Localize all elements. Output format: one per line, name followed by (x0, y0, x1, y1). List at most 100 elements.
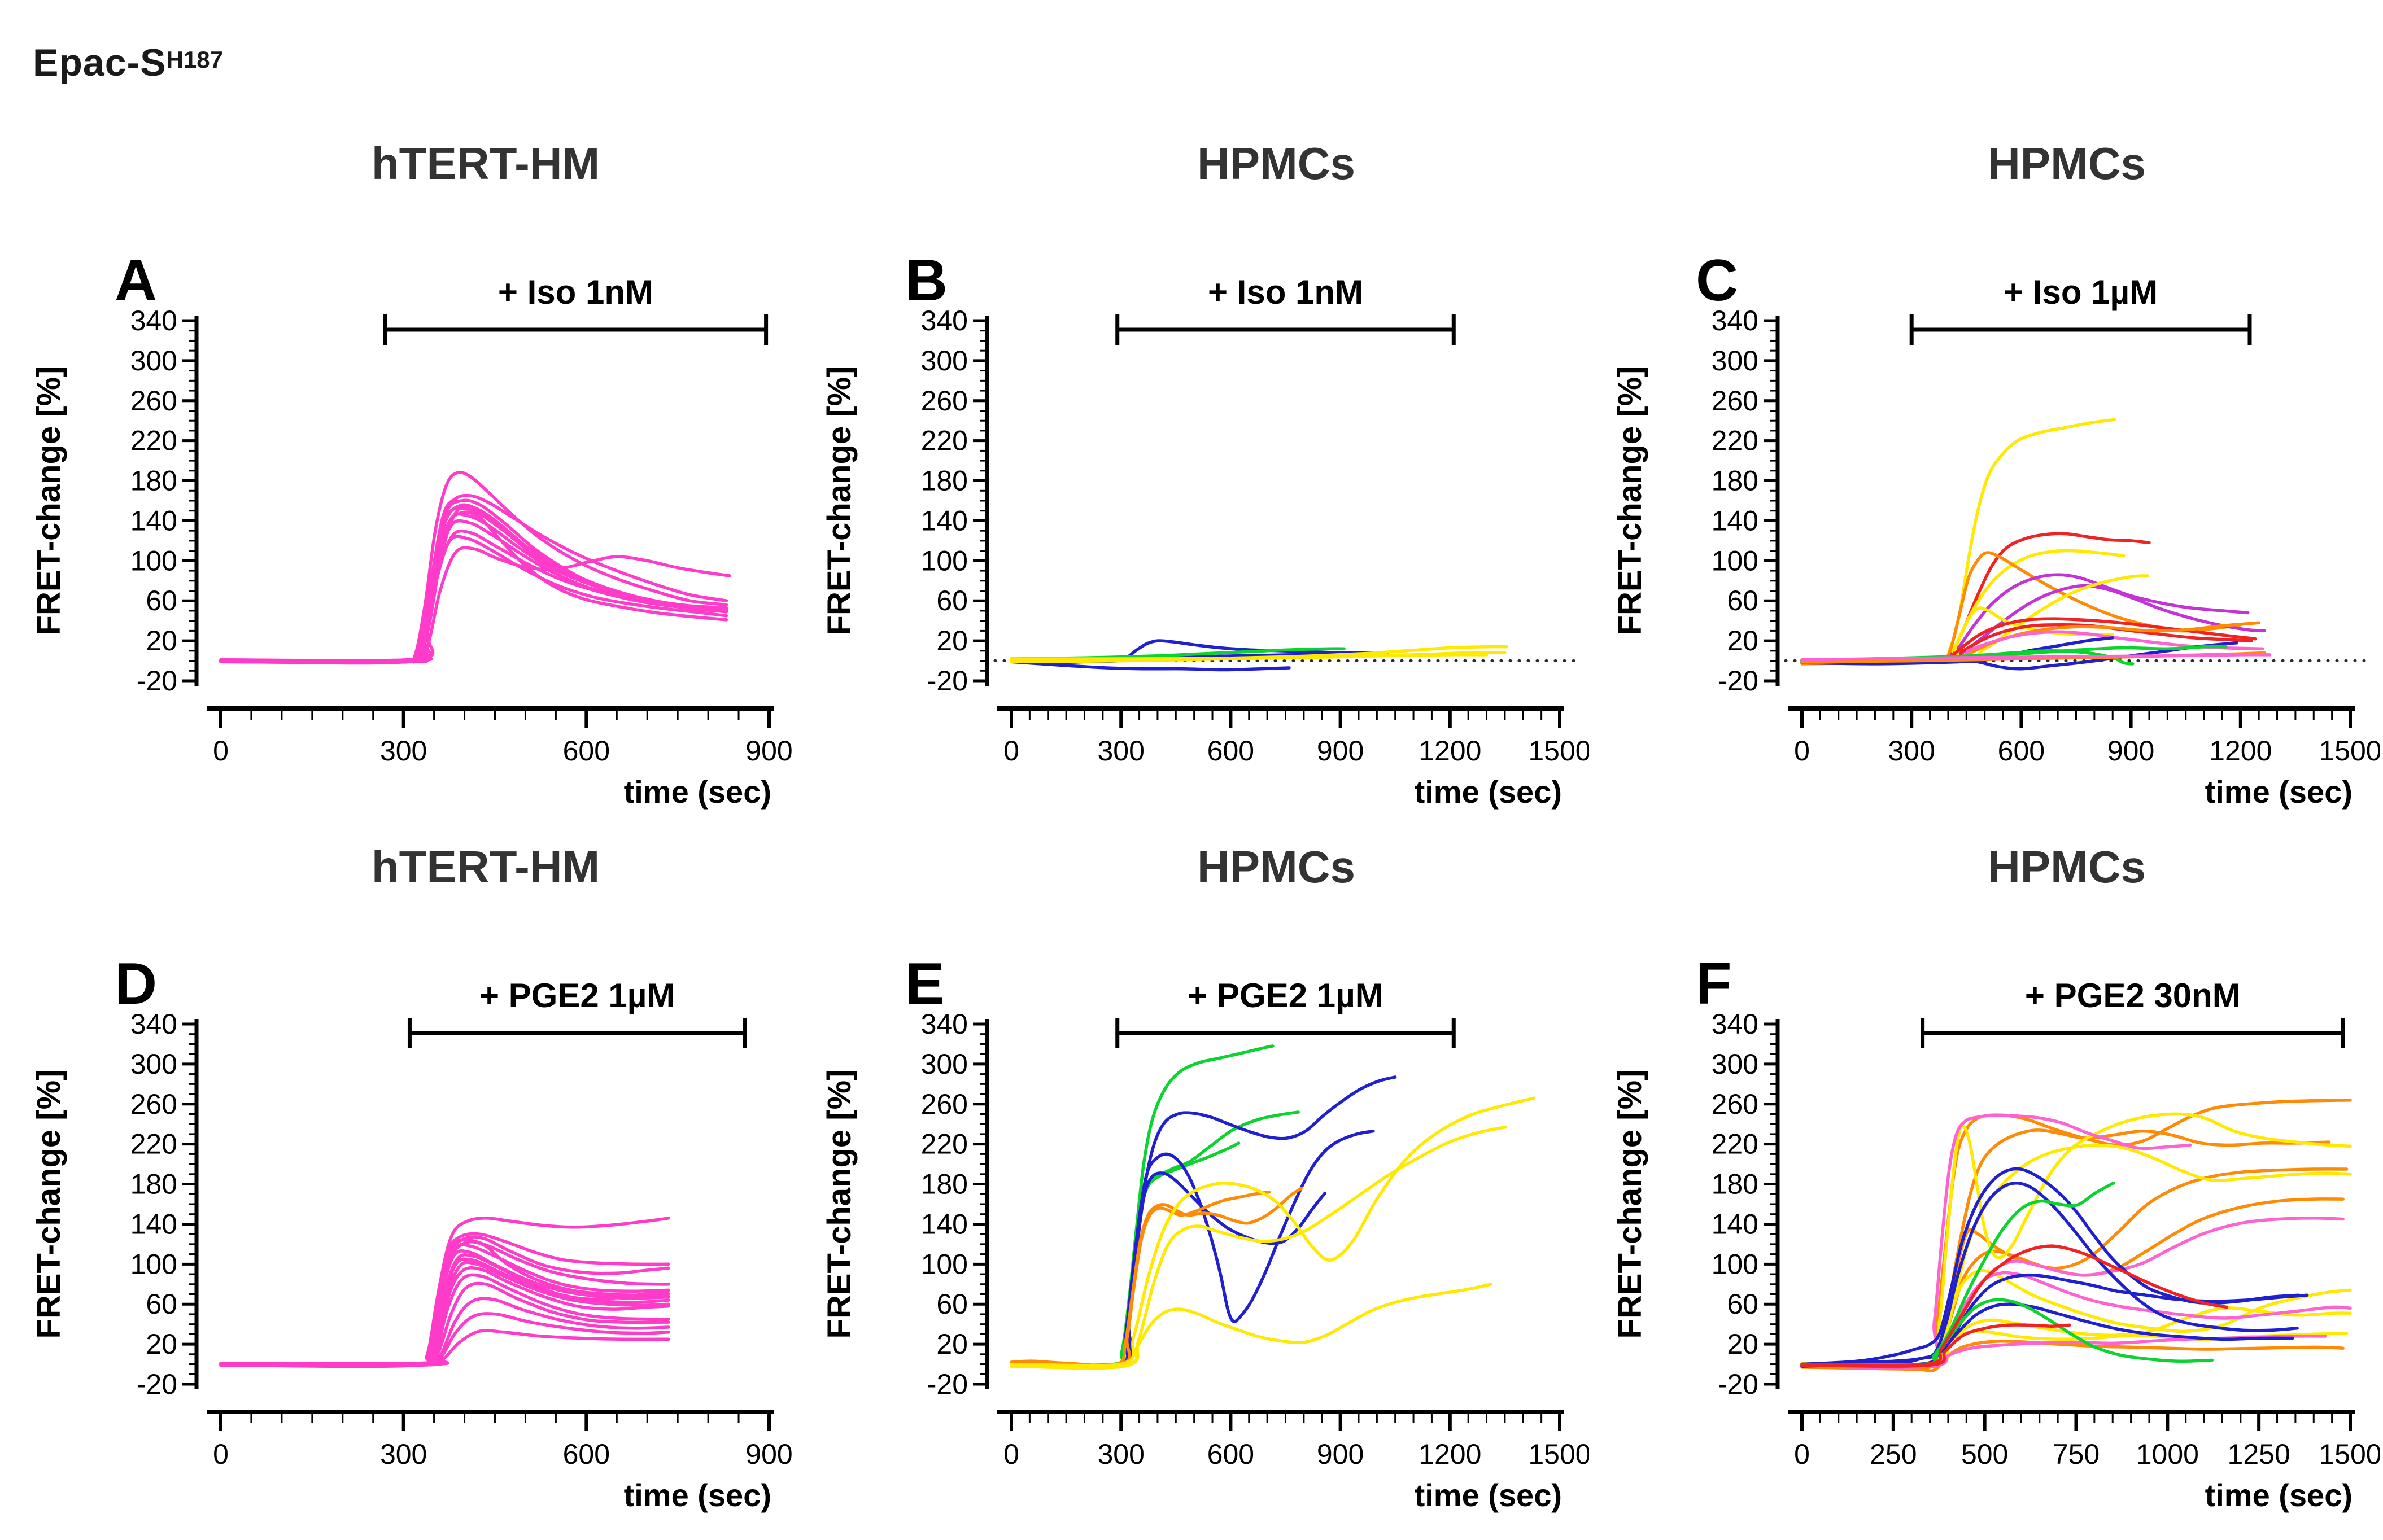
y-axis: -20 20 60 100 140 180 220 260 300 340 (130, 1008, 199, 1400)
y-tick-label: 180 (921, 465, 968, 497)
y-axis-label: FRET-change [%] (821, 1070, 858, 1339)
trace-magenta (219, 535, 728, 664)
x-tick-label: 0 (213, 1438, 229, 1470)
y-axis: -20 20 60 100 140 180 220 260 300 340 (1712, 305, 1780, 697)
trace-orange (1010, 1190, 1271, 1368)
treatment-bracket (383, 314, 769, 345)
y-tick-label: 220 (1712, 425, 1758, 457)
x-tick-label: 1500 (2319, 735, 2380, 767)
y-tick-label: 340 (1712, 1008, 1758, 1040)
y-tick-label: 100 (130, 545, 177, 576)
x-tick-label: 500 (1961, 1438, 2008, 1470)
x-tick-label: 1200 (1419, 1438, 1481, 1470)
cell-line-title-E: HPMCs (1197, 842, 1356, 892)
panel-A: hTERT-HM A + Iso 1nM -20 20 60 100 140 180 220 26… (10, 134, 798, 835)
panel-C: HPMCs C + Iso 1µM -20 20 60 100 140 180 220 260 30… (1591, 134, 2380, 835)
y-tick-label: 20 (1727, 1328, 1758, 1360)
y-tick-label: 140 (1712, 1208, 1758, 1240)
y-tick-label: 60 (146, 1288, 177, 1320)
y-tick-label: 260 (921, 385, 968, 417)
y-tick-label: 340 (921, 305, 968, 336)
x-tick-label: 1200 (2209, 735, 2272, 767)
y-tick-label: 260 (130, 385, 177, 417)
traces (1010, 639, 1508, 672)
y-tick-label: 260 (1712, 385, 1758, 417)
cell-line-title-D: hTERT-HM (371, 842, 600, 892)
y-tick-label: -20 (1718, 1368, 1758, 1400)
panel-letter: C (1696, 248, 1738, 313)
y-axis-label: FRET-change [%] (30, 1070, 67, 1339)
treatment-label: + PGE2 1µM (1188, 977, 1383, 1014)
x-tick-label: 300 (380, 735, 427, 767)
y-axis-label: FRET-change [%] (1612, 366, 1648, 636)
trace-pink (1800, 1113, 2192, 1369)
panel-B: HPMCs B + Iso 1nM -20 20 60 100 140 180 220 260 30… (801, 134, 1589, 835)
cell-line-title-F: HPMCs (1987, 842, 2146, 892)
y-tick-label: -20 (137, 665, 177, 697)
trace-blue (1800, 1302, 2294, 1367)
panel-grid: hTERT-HM A + Iso 1nM -20 20 60 100 140 180 220 26… (10, 134, 2380, 1539)
trace-magenta (219, 493, 728, 664)
x-tick-label: 0 (1003, 1438, 1019, 1470)
y-tick-label: 180 (130, 1169, 177, 1200)
x-tick-label: 0 (213, 735, 229, 767)
x-axis: 0 300 600 900 (207, 706, 793, 767)
x-tick-label: 1500 (1528, 735, 1589, 767)
x-tick-label: 1000 (2136, 1438, 2199, 1470)
x-axis: 0 300 600 900 1200 1500 (1788, 706, 2380, 767)
treatment-label: + PGE2 30nM (2025, 977, 2241, 1014)
x-tick-label: 600 (563, 735, 610, 767)
chart-F: F + PGE2 30nM -20 20 60 100 140 180 220 260 300 340… (1612, 951, 2380, 1513)
trace-blue (1010, 1075, 1397, 1369)
x-tick-label: 300 (1097, 735, 1144, 767)
y-tick-label: 140 (921, 505, 968, 536)
y-tick-label: 60 (936, 585, 968, 616)
traces (1010, 1044, 1536, 1370)
trace-magenta (219, 507, 728, 664)
figure-title-base: Epac-S (33, 41, 167, 84)
y-tick-label: 100 (130, 1248, 177, 1280)
y-tick-label: 140 (921, 1208, 968, 1240)
trace-pink (1800, 653, 2272, 662)
y-tick-label: 260 (921, 1088, 968, 1120)
y-tick-label: 180 (921, 1169, 968, 1200)
y-tick-label: 60 (1727, 585, 1758, 616)
x-tick-label: 0 (1003, 735, 1019, 767)
y-axis-label: FRET-change [%] (821, 366, 858, 636)
y-tick-label: 300 (130, 1048, 177, 1080)
treatment-bracket (1115, 314, 1456, 345)
y-tick-label: 260 (130, 1088, 177, 1120)
y-tick-label: -20 (927, 665, 968, 697)
x-axis: 0 250 500 750 1000 1250 1500 (1788, 1410, 2380, 1470)
y-axis: -20 20 60 100 140 180 220 260 300 340 (921, 305, 989, 697)
y-axis: -20 20 60 100 140 180 220 260 300 340 (130, 305, 199, 697)
x-axis-label: time (sec) (2205, 1477, 2353, 1513)
x-tick-label: 1500 (2319, 1438, 2380, 1470)
x-tick-label: 900 (1317, 735, 1364, 767)
y-tick-label: 20 (146, 625, 177, 657)
trace-magenta (219, 506, 728, 665)
chart-A: A + Iso 1nM -20 20 60 100 140 180 220 260 300 340 FR… (30, 248, 793, 810)
treatment-bracket (407, 1018, 747, 1048)
trace-magenta (219, 546, 731, 663)
y-tick-label: 220 (130, 1128, 177, 1160)
trace-yellow (1800, 1112, 2352, 1369)
traces (219, 1217, 670, 1368)
y-tick-label: 20 (936, 625, 968, 657)
x-tick-label: 900 (2107, 735, 2154, 767)
y-tick-label: 300 (1712, 345, 1758, 377)
x-axis-label: time (sec) (1415, 1477, 1562, 1513)
x-tick-label: 0 (1794, 735, 1810, 767)
x-tick-label: 300 (1888, 735, 1935, 767)
x-axis: 0 300 600 900 1200 1500 (997, 706, 1589, 767)
x-tick-label: 600 (1207, 1438, 1254, 1470)
y-tick-label: 340 (130, 305, 177, 336)
treatment-label: + Iso 1nM (1208, 273, 1363, 311)
traces (1800, 1098, 2352, 1373)
y-axis: -20 20 60 100 140 180 220 260 300 340 (921, 1008, 989, 1400)
y-tick-label: -20 (927, 1368, 968, 1400)
x-tick-label: 900 (745, 735, 792, 767)
y-tick-label: 300 (921, 1048, 968, 1080)
y-tick-label: 300 (1712, 1048, 1758, 1080)
y-tick-label: 260 (1712, 1088, 1758, 1120)
